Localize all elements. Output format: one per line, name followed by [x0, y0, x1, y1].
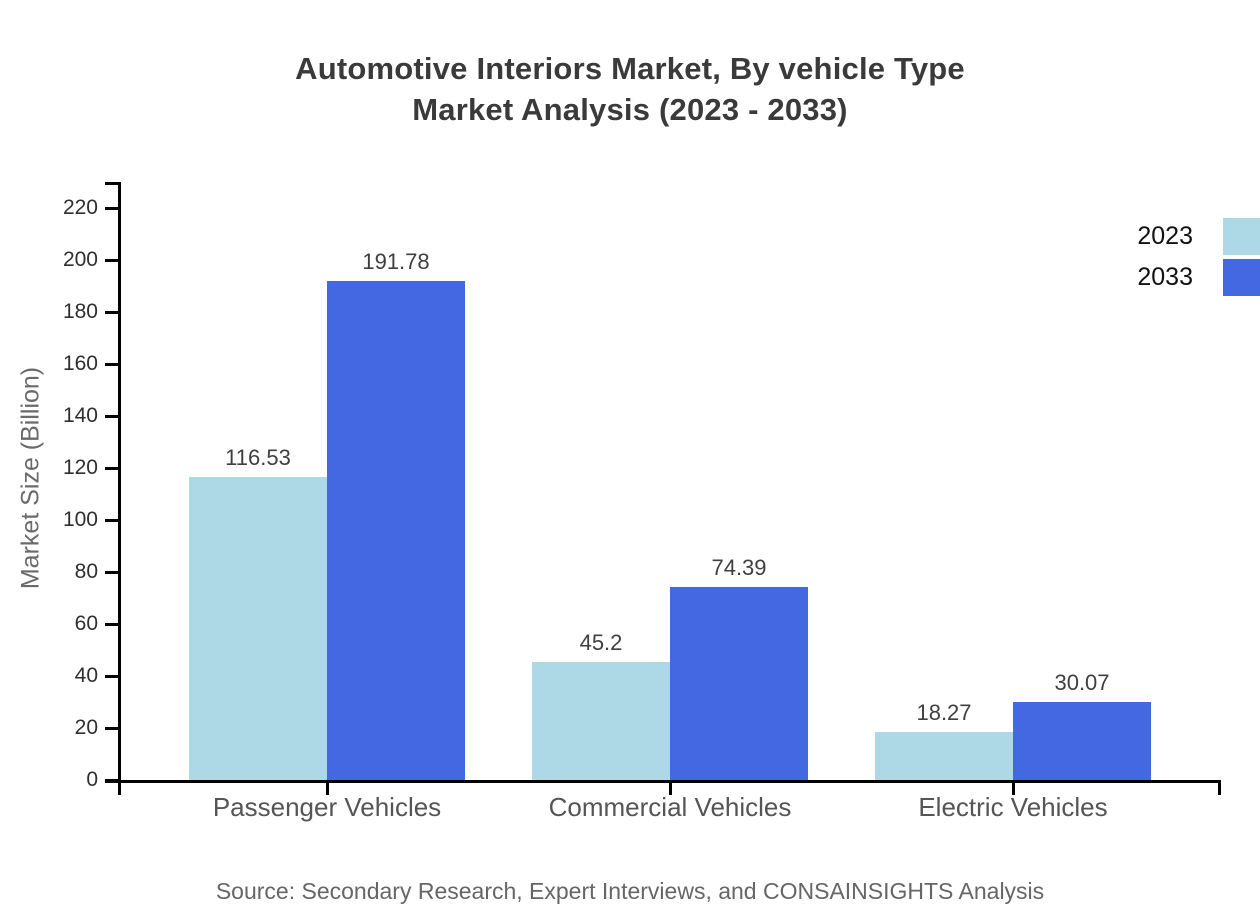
y-tick-100 — [105, 518, 119, 522]
legend-label-2023: 2023 — [1137, 222, 1193, 250]
value-label-2023-commercial-vehicles: 45.2 — [579, 630, 623, 656]
source-note: Source: Secondary Research, Expert Inter… — [215, 878, 1045, 904]
x-category-label-electric-vehicles: Electric Vehicles — [918, 792, 1108, 822]
value-label-2023-electric-vehicles: 18.27 — [916, 700, 972, 726]
y-tick-120 — [105, 466, 119, 470]
y-tick-140 — [105, 414, 119, 418]
value-label-2023-passenger-vehicles: 116.53 — [225, 445, 291, 471]
bar-2033-passenger-vehicles — [327, 281, 465, 780]
y-tick-label-160: 160 — [62, 352, 98, 375]
y-tick-label-120: 120 — [62, 456, 98, 479]
y-tick-label-100: 100 — [62, 508, 98, 531]
chart-title-line2: Market Analysis (2023 - 2033) — [412, 92, 848, 127]
legend-swatch-2033 — [1223, 259, 1260, 296]
bar-2023-electric-vehicles — [875, 732, 1013, 780]
y-tick-180 — [105, 310, 119, 314]
y-tick-label-0: 0 — [86, 768, 98, 791]
value-label-2033-electric-vehicles: 30.07 — [1054, 669, 1110, 695]
y-tick-80 — [105, 570, 119, 574]
bar-2033-commercial-vehicles — [670, 586, 808, 780]
x-category-label-passenger-vehicles: Passenger Vehicles — [212, 792, 442, 822]
y-tick-label-60: 60 — [74, 612, 98, 635]
y-tick-0 — [105, 778, 119, 782]
y-tick-label-40: 40 — [74, 664, 98, 687]
x-tick-electric-vehicles — [1011, 780, 1015, 795]
value-label-2033-passenger-vehicles: 191.78 — [362, 249, 430, 275]
x-axis-line — [105, 780, 1221, 783]
x-tick-passenger-vehicles — [325, 780, 329, 795]
y-tick-60 — [105, 622, 119, 626]
y-axis-line — [118, 182, 121, 795]
x-axis-end-tick — [1218, 780, 1221, 795]
y-axis-end-tick — [105, 182, 119, 185]
y-tick-label-200: 200 — [62, 248, 98, 271]
bar-2033-electric-vehicles — [1013, 701, 1151, 780]
value-label-2033-commercial-vehicles: 74.39 — [711, 554, 767, 580]
y-tick-160 — [105, 362, 119, 366]
y-tick-label-80: 80 — [74, 560, 98, 583]
x-tick-commercial-vehicles — [668, 780, 672, 795]
chart-title: Automotive Interiors Market, By vehicle … — [0, 48, 1260, 130]
y-tick-200 — [105, 258, 119, 262]
y-tick-label-220: 220 — [62, 196, 98, 219]
y-tick-label-140: 140 — [62, 404, 98, 427]
legend-swatch-2023 — [1223, 218, 1260, 255]
bar-2023-passenger-vehicles — [189, 477, 327, 780]
y-tick-220 — [105, 206, 119, 210]
chart-title-line1: Automotive Interiors Market, By vehicle … — [295, 51, 965, 86]
y-tick-40 — [105, 674, 119, 678]
bar-2023-commercial-vehicles — [532, 662, 670, 780]
y-tick-20 — [105, 726, 119, 730]
y-tick-label-20: 20 — [74, 716, 98, 739]
legend-label-2033: 2033 — [1137, 263, 1193, 291]
x-category-label-commercial-vehicles: Commercial Vehicles — [548, 792, 792, 822]
y-tick-label-180: 180 — [62, 300, 98, 323]
